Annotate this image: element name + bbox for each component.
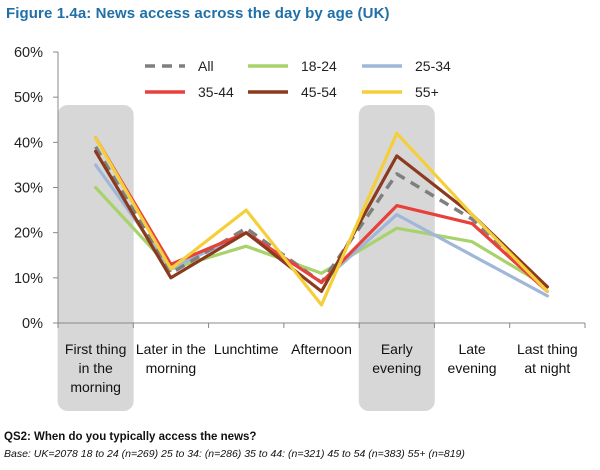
legend-label-All: All [198,58,214,74]
legend-label-25-34: 25-34 [415,58,451,74]
legend-label-35-44: 35-44 [198,84,234,100]
line-chart: 0% 10% 20% 30% 40% 50% 60% First thing in the mo… [14,45,586,411]
y-tick-label: 30% [14,181,43,197]
survey-question: QS2: When do you typically access the ne… [4,431,257,443]
series-line-55plus [93,131,550,307]
x-category-label: Last thing at night [517,341,578,376]
series-line-18-24 [93,185,550,289]
legend-label-18-24: 18-24 [301,58,337,74]
y-tick-label: 60% [14,45,43,61]
y-tick-label: 40% [14,135,43,151]
x-category-label: Later in the morning [136,341,206,376]
y-tick-label: 20% [14,226,43,242]
x-category-label: Early evening [372,341,421,376]
highlight-band-4 [358,105,435,411]
x-category-label: First thing in the morning [65,341,126,395]
x-category-label: Afternoon [291,341,352,357]
x-category-label: Late evening [448,341,497,376]
y-tick-label: 10% [14,271,43,287]
legend-label-55plus: 55+ [415,84,439,100]
x-category-label: Lunchtime [214,341,279,357]
sample-base-note: Base: UK=2078 18 to 24 (n=269) 25 to 34:… [4,448,465,460]
y-tick-label: 50% [14,90,43,106]
chart-title: Figure 1.4a: News access across the day … [6,5,390,22]
y-tick-label: 0% [22,316,43,332]
legend-label-45-54: 45-54 [301,84,337,100]
series-line-35-44 [93,136,550,293]
